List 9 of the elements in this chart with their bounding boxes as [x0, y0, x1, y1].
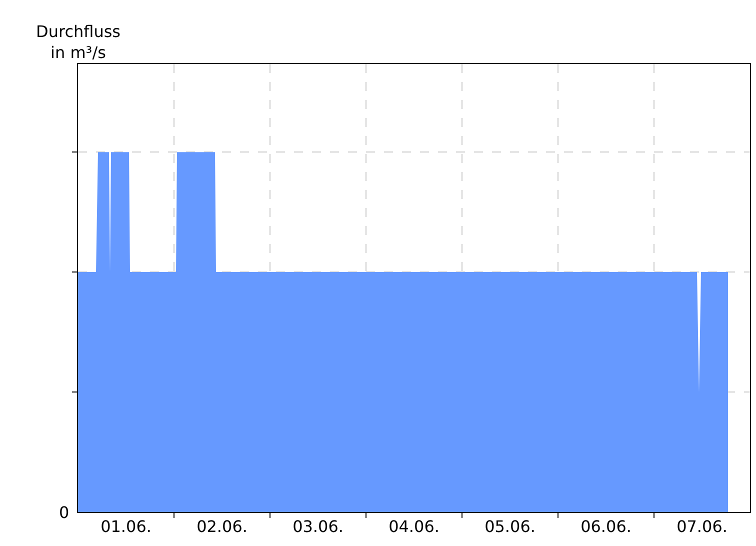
x-tick-label: 03.06.	[292, 517, 344, 536]
text: 0	[59, 503, 70, 522]
x-tick-label: 01.06.	[100, 517, 152, 536]
x-tick-label: 04.06.	[388, 517, 440, 536]
x-tick-label: 06.06.	[580, 517, 632, 536]
text: Durchfluss in m³/s	[36, 22, 121, 62]
x-tick-label: 05.06.	[484, 517, 536, 536]
x-tick-label: 02.06.	[196, 517, 248, 536]
x-tick-label: 07.06.	[676, 517, 728, 536]
